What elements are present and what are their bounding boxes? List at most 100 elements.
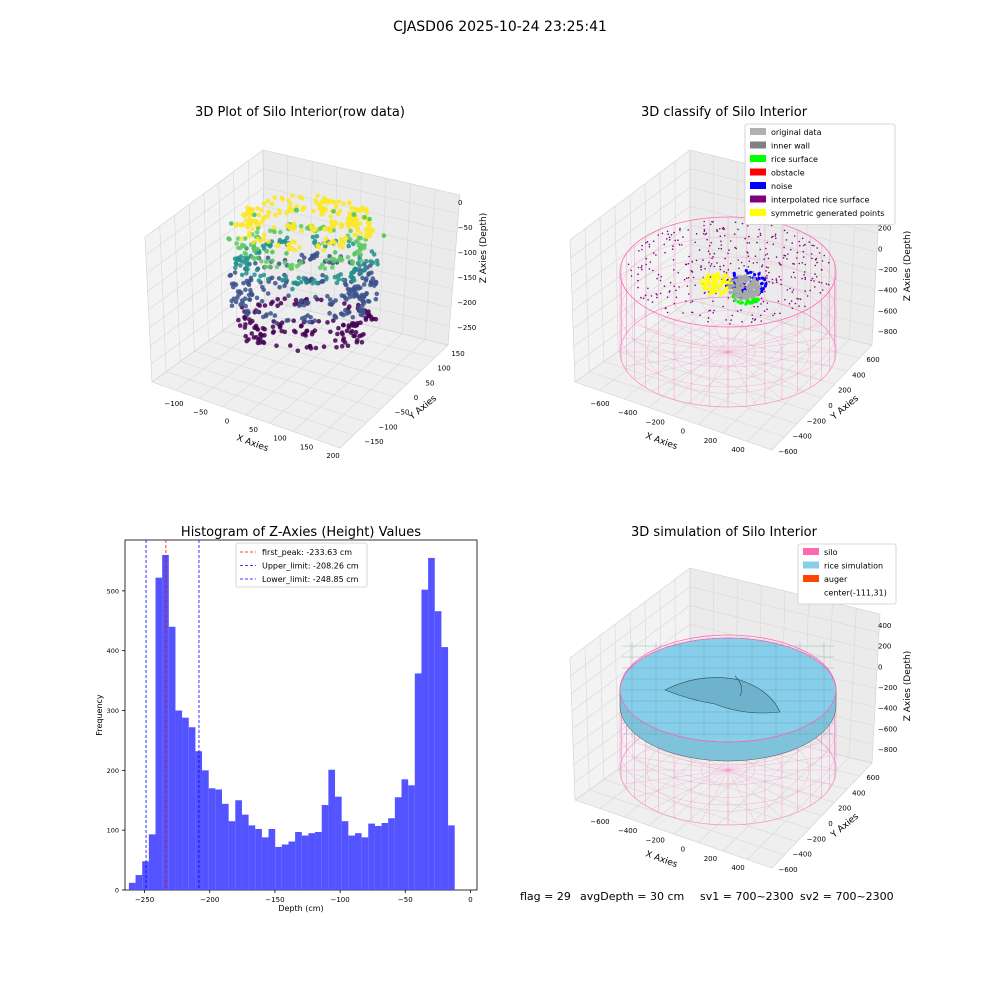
interpolated-surface-point — [704, 291, 706, 294]
raw-point — [270, 258, 275, 264]
histogram-bar — [308, 833, 316, 890]
histogram-bar — [321, 805, 329, 890]
sim-y-tick-label: −200 — [807, 835, 826, 843]
interpolated-surface-point — [785, 239, 788, 241]
raw-point — [312, 240, 317, 246]
wall-grid-line — [571, 205, 878, 294]
raw-point — [311, 208, 316, 214]
histogram-bar — [394, 797, 402, 890]
raw-point — [273, 281, 278, 286]
interpolated-surface-point — [813, 280, 815, 282]
interpolated-surface-point — [642, 297, 645, 300]
histogram-bar — [162, 554, 169, 890]
raw-point — [341, 293, 347, 299]
status-flag: flag = 29 — [520, 890, 571, 903]
raw-point — [228, 272, 234, 278]
interpolated-surface-point — [779, 263, 781, 265]
cls-x-tick-label: −600 — [590, 400, 609, 408]
raw-point — [243, 211, 249, 216]
raw-point — [255, 302, 261, 307]
raw-point — [335, 211, 341, 217]
sim-x-tick-label: −200 — [646, 836, 665, 844]
raw-point — [242, 236, 248, 241]
symmetric-point — [706, 279, 710, 283]
simulation-y-axis-label: Y Axies — [829, 812, 861, 841]
histogram-bar — [168, 626, 176, 890]
raw-point — [312, 227, 317, 233]
interpolated-surface-point — [713, 265, 716, 268]
raw-point — [358, 231, 364, 236]
interpolated-surface-point — [778, 275, 781, 278]
raw-point — [352, 284, 358, 290]
rice-surface-point — [744, 302, 748, 306]
histogram-bar — [228, 821, 236, 890]
legend-label: center(-111,31) — [824, 589, 887, 598]
raw-point — [239, 236, 244, 242]
interpolated-surface-point — [744, 283, 746, 285]
interpolated-surface-point — [716, 230, 719, 232]
raw-point — [260, 326, 266, 331]
rice-surface-dip — [664, 677, 781, 714]
histogram-bar — [295, 831, 302, 890]
interpolated-surface-point — [783, 254, 785, 257]
interpolated-surface-point — [727, 252, 729, 255]
interpolated-surface-point — [760, 297, 763, 300]
floor-grid-line — [316, 339, 426, 440]
original-data-point — [729, 291, 733, 295]
cls-y-tick-label: 400 — [852, 371, 865, 379]
raw-point — [234, 241, 239, 246]
interpolated-surface-point — [645, 257, 648, 260]
raw-point — [241, 280, 246, 286]
raw-point — [301, 275, 306, 281]
raw-point — [354, 267, 359, 273]
interpolated-surface-point — [669, 290, 671, 292]
interpolated-surface-point — [682, 236, 684, 238]
original-data-point — [736, 288, 740, 292]
legend-swatch — [750, 209, 766, 216]
interpolated-surface-point — [802, 244, 805, 247]
interpolated-surface-point — [663, 243, 665, 246]
interpolated-surface-point — [640, 296, 642, 299]
original-data-point — [744, 290, 748, 294]
interpolated-surface-point — [706, 238, 708, 241]
original-data-point — [747, 283, 751, 287]
histogram-bar — [388, 818, 395, 890]
raw-point — [235, 289, 241, 294]
interpolated-surface-point — [710, 263, 713, 265]
interpolated-surface-point — [687, 229, 689, 231]
status-avg-depth: avgDepth = 30 cm — [580, 890, 684, 903]
raw-point — [267, 228, 273, 234]
symmetric-point — [718, 288, 722, 292]
raw-y-tick-label: −50 — [395, 409, 410, 417]
interpolated-surface-point — [759, 232, 762, 235]
raw-point — [293, 207, 299, 213]
raw-point — [239, 258, 244, 264]
interpolated-surface-point — [819, 291, 822, 294]
symmetric-point — [705, 274, 710, 278]
histogram-y-axis-label: Frequency — [95, 694, 104, 736]
original-data-point — [727, 284, 731, 288]
raw-point — [339, 222, 345, 228]
raw-point — [354, 208, 360, 213]
floor-grid-line — [747, 757, 850, 860]
interpolated-surface-point — [685, 277, 688, 280]
raw-point — [255, 206, 260, 211]
interpolated-surface-point — [747, 266, 750, 268]
interpolated-surface-point — [704, 233, 707, 236]
classify-z-axis-label: Z Axies (Depth) — [903, 231, 913, 302]
interpolated-surface-point — [772, 314, 774, 317]
raw-point — [242, 296, 248, 302]
original-data-point — [740, 282, 744, 286]
raw-point — [339, 343, 345, 349]
interpolated-surface-point — [695, 259, 698, 262]
floor-grid-line — [646, 330, 835, 385]
interpolated-surface-point — [659, 292, 662, 295]
symmetric-point — [711, 282, 716, 286]
simulation-rice-surface — [619, 637, 837, 762]
interpolated-surface-point — [721, 227, 724, 230]
raw-point — [308, 315, 314, 320]
legend-label: noise — [771, 182, 792, 191]
classify-y-axis-label: Y Axies — [829, 394, 861, 423]
raw-point — [337, 243, 342, 248]
